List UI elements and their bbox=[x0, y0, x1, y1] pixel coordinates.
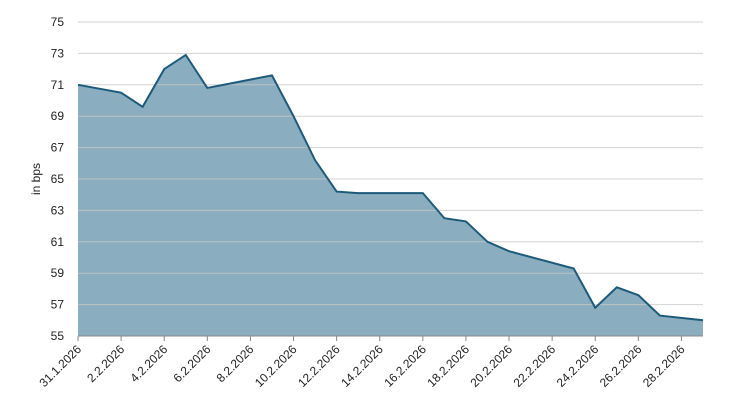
y-tick-label: 71 bbox=[51, 78, 65, 92]
x-tick-label: 14.2.2026 bbox=[338, 342, 386, 390]
y-tick-label: 57 bbox=[51, 298, 65, 312]
y-tick-label: 73 bbox=[51, 46, 65, 60]
y-tick-label: 55 bbox=[51, 329, 65, 343]
y-tick-label: 63 bbox=[51, 203, 65, 217]
y-tick-label: 65 bbox=[51, 172, 65, 186]
x-tick-label: 10.2.2026 bbox=[252, 342, 300, 390]
x-tick-label: 16.2.2026 bbox=[381, 342, 429, 390]
y-tick-label: 61 bbox=[51, 235, 65, 249]
x-tick-label: 20.2.2026 bbox=[468, 342, 516, 390]
x-tick-label: 8.2.2026 bbox=[214, 342, 257, 385]
line bbox=[77, 53, 704, 322]
y-tick-label: 67 bbox=[51, 141, 65, 155]
x-tick-label: 22.2.2026 bbox=[511, 342, 559, 390]
x-tick-label: 6.2.2026 bbox=[170, 342, 213, 385]
y-tick-label: 69 bbox=[51, 109, 65, 123]
x-tick-label: 28.2.2026 bbox=[640, 342, 688, 390]
x-tick-label: 18.2.2026 bbox=[424, 342, 472, 390]
area bbox=[78, 54, 703, 336]
x-tick-label: 12.2.2026 bbox=[295, 342, 343, 390]
x-tick-label: 26.2.2026 bbox=[597, 342, 645, 390]
x-tick-label: 31.1.2026 bbox=[36, 342, 84, 390]
x-tick-label: 4.2.2026 bbox=[127, 342, 170, 385]
x-tick-label: 24.2.2026 bbox=[554, 342, 602, 390]
y-tick-label: 75 bbox=[51, 15, 65, 29]
y-axis-label: in bps bbox=[29, 163, 43, 195]
x-tick-label: 2.2.2026 bbox=[84, 342, 127, 385]
y-tick-label: 59 bbox=[51, 266, 65, 280]
